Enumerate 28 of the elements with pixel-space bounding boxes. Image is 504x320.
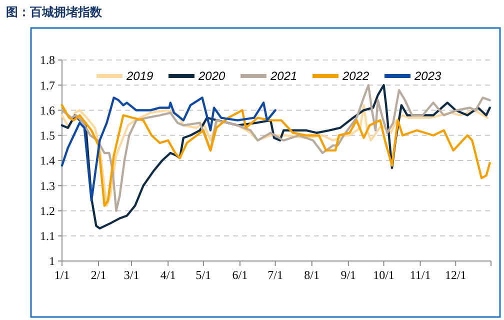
x-tick-label: 1/1 xyxy=(54,268,70,282)
y-tick-label: 1 xyxy=(49,254,55,268)
x-tick-label: 11/1 xyxy=(410,268,431,282)
x-tick-label: 5/1 xyxy=(196,268,212,282)
line-series xyxy=(60,96,276,202)
x-tick-label: 8/1 xyxy=(304,268,320,282)
y-tick-label: 1.4 xyxy=(40,154,55,168)
x-tick-label: 12/1 xyxy=(444,268,466,282)
y-tick-label: 1.7 xyxy=(40,78,55,92)
x-tick-label: 6/1 xyxy=(232,268,248,282)
x-tick-label: 9/1 xyxy=(340,268,356,282)
x-tick-label: 7/1 xyxy=(268,268,283,282)
y-tick-label: 1.5 xyxy=(40,128,55,143)
x-tick-label: 10/1 xyxy=(373,268,394,282)
y-tick-label: 1.3 xyxy=(40,178,55,193)
y-tick-label: 1.6 xyxy=(40,103,55,118)
chart-title: 图：百城拥堵指数 xyxy=(6,5,103,19)
legend-label: 2022 xyxy=(342,69,370,84)
y-tick-label: 1.2 xyxy=(40,204,55,218)
x-tick-label: 2/1 xyxy=(90,268,106,282)
legend-label: 2019 xyxy=(126,69,154,84)
x-tick-label: 4/1 xyxy=(160,268,176,282)
x-tick-label: 3/1 xyxy=(124,268,140,282)
y-tick-label: 1.8 xyxy=(40,53,55,68)
legend-label: 2020 xyxy=(198,69,226,84)
legend-label: 2023 xyxy=(414,69,442,84)
legend-label: 2021 xyxy=(270,69,298,84)
y-tick-label: 1.1 xyxy=(40,229,55,244)
